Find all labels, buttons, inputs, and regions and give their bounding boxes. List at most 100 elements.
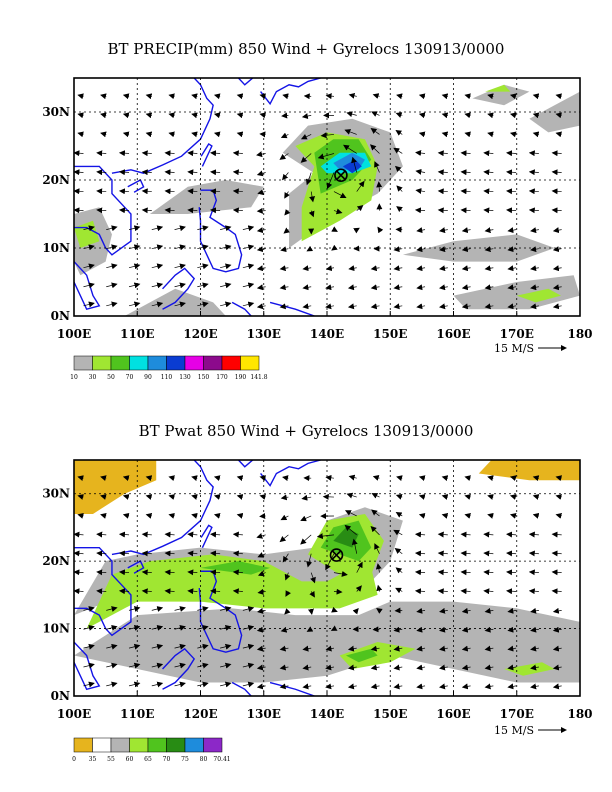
colorbar-label: 150 [198, 374, 210, 381]
wind-vector [374, 543, 380, 554]
wind-vector [236, 494, 244, 500]
wind-vector [344, 510, 357, 517]
wind-vector [187, 531, 198, 538]
wind-vector [96, 169, 107, 176]
wind-vector [507, 664, 517, 671]
wind-vector [506, 588, 517, 595]
wind-vector [151, 225, 164, 232]
wind-vector [151, 282, 164, 289]
wind-vector [96, 188, 107, 195]
wind-vector [530, 645, 539, 652]
wind-vector [393, 147, 403, 154]
wind-vector [96, 207, 107, 214]
wind-vector [351, 538, 358, 554]
wind-vector [151, 643, 164, 650]
wind-vector [552, 607, 562, 614]
wind-vector [151, 301, 164, 308]
wind-vector [300, 153, 312, 163]
wind-vector [418, 512, 426, 519]
wind-vector [528, 169, 539, 176]
wind-vector [145, 494, 153, 500]
wind-vector [509, 494, 517, 500]
wind-vector [325, 645, 335, 652]
colorbar-swatch [73, 355, 93, 371]
wind-vector [197, 282, 209, 289]
wind-vector [552, 265, 562, 272]
wind-vector [128, 662, 141, 669]
wind-vector [552, 683, 562, 690]
wind-vector [232, 550, 243, 557]
wind-vector [439, 227, 448, 234]
wind-vector [348, 474, 357, 481]
y-tick-label: 30N [42, 105, 70, 119]
colorbar-swatch [184, 355, 204, 371]
wind-vector [551, 207, 562, 214]
colorbar-swatch [129, 737, 149, 753]
wind-vector [213, 512, 221, 519]
wind-vector [370, 645, 380, 652]
y-tick-label: 10N [42, 241, 70, 255]
wind-vector [210, 531, 221, 538]
wind-vector [164, 150, 175, 157]
wind-vector [506, 569, 517, 576]
wind-vector [356, 205, 364, 212]
wind-vector [300, 534, 312, 545]
wind-vector [279, 664, 289, 671]
wind-vector [376, 584, 383, 592]
coastline [162, 647, 196, 690]
wind-vector [396, 93, 403, 100]
colorbar-label: 10 [70, 374, 78, 381]
wind-vector [191, 112, 198, 119]
wind-vector [356, 180, 365, 192]
wind-vector [325, 265, 335, 272]
wind-vector [100, 475, 107, 482]
wind-vector [441, 475, 449, 482]
wind-vector [74, 188, 84, 195]
wind-vector [460, 531, 471, 538]
colorbar-label: 170 [216, 374, 228, 381]
wind-vector [210, 188, 221, 195]
wind-vector [393, 683, 403, 690]
wind-vector [141, 207, 152, 214]
wind-vector [555, 512, 563, 519]
wind-vector [122, 475, 130, 482]
wind-vector [439, 645, 448, 652]
wind-vector [187, 569, 198, 576]
colorbar-label: 60 [126, 756, 134, 763]
colorbar-swatch [166, 355, 186, 371]
wind-vector [414, 588, 426, 595]
wind-vector [187, 150, 198, 157]
wind-vector [164, 588, 175, 595]
wind-vector [232, 188, 243, 195]
wind-vector [370, 303, 380, 310]
shaded-contour [74, 460, 157, 514]
wind-vector [300, 134, 312, 140]
colorbar-label: 80 [200, 756, 208, 763]
wind-vector [106, 282, 118, 289]
wind-vector [346, 111, 357, 118]
shaded-contour [342, 159, 362, 174]
wind-vector [331, 606, 338, 613]
wind-vector [118, 169, 130, 176]
wind-vector [174, 282, 186, 289]
wind-vector [507, 246, 517, 253]
wind-vector [530, 626, 539, 633]
wind-vector [197, 225, 209, 232]
wind-vector [220, 681, 232, 688]
wind-vector [484, 607, 494, 614]
wind-vector [395, 129, 403, 136]
wind-vector [464, 475, 471, 482]
wind-vector [232, 531, 243, 538]
wind-vector [232, 207, 243, 214]
wind-vector [393, 284, 403, 291]
wind-vector [284, 209, 291, 216]
wind-vector [551, 531, 562, 538]
wind-vector [118, 531, 130, 538]
wind-vector [164, 550, 175, 557]
wind-vector [395, 567, 403, 574]
reference-vector-label: 15 M/S [494, 724, 534, 737]
coastline [111, 78, 214, 174]
wind-vector [509, 512, 517, 519]
wind-vector [280, 626, 289, 633]
wind-vector [464, 112, 471, 119]
